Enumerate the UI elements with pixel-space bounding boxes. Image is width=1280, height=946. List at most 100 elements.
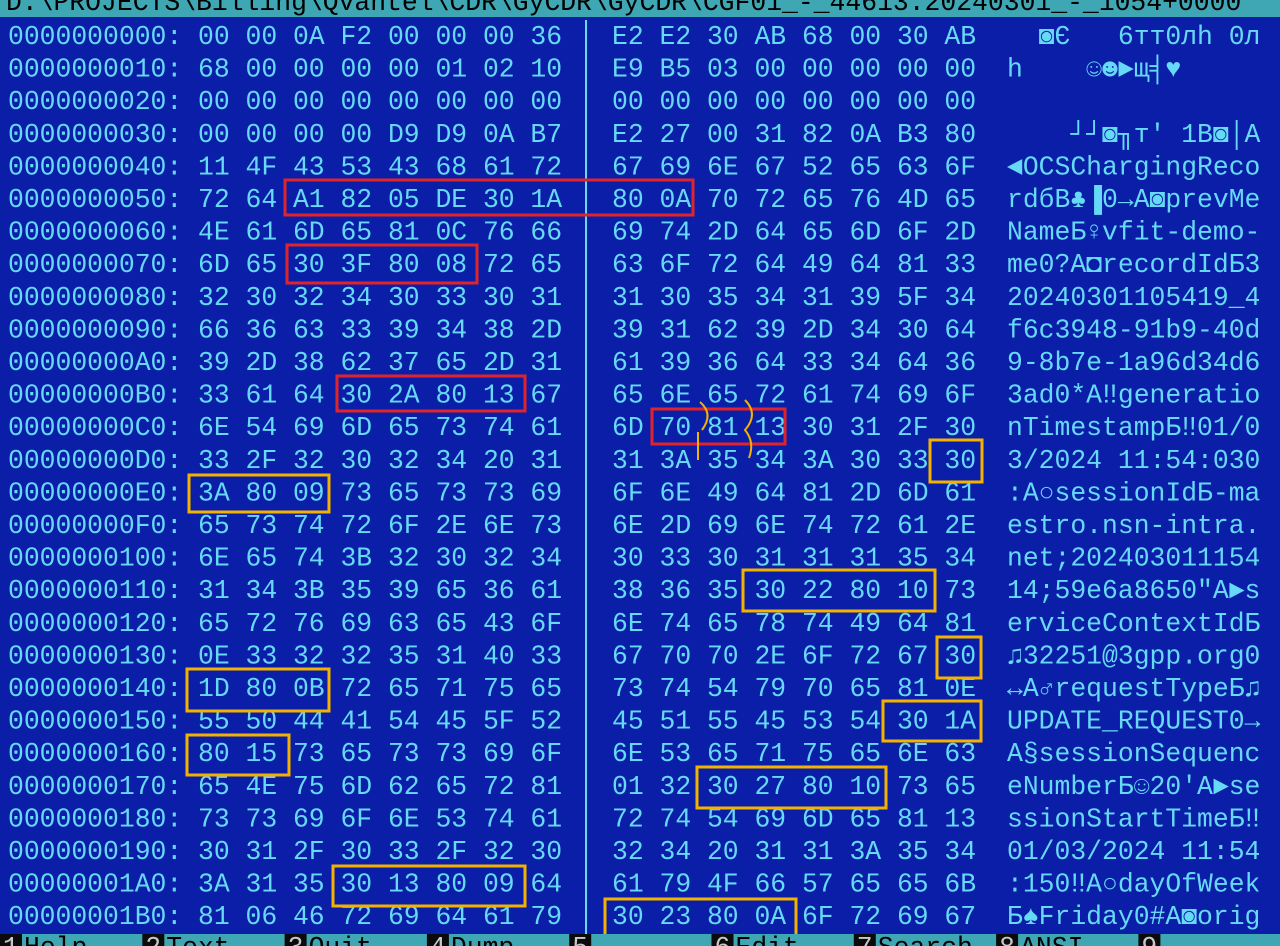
ascii-text: ◄OCSChargingReco: [1007, 152, 1260, 182]
hex-byte: 80: [245, 674, 277, 704]
key-number[interactable]: 4: [430, 933, 446, 946]
key-number[interactable]: 3: [288, 933, 304, 946]
key-number[interactable]: 7: [857, 933, 873, 946]
hex-byte: 31: [198, 576, 230, 606]
function-key[interactable]: 6 Edit: [711, 933, 799, 946]
hex-byte: 2E: [944, 511, 976, 541]
hex-byte: 30: [849, 446, 881, 476]
hex-byte: 30: [340, 381, 372, 411]
key-number[interactable]: 5: [572, 933, 588, 946]
key-label[interactable]: Search: [878, 933, 973, 946]
key-label[interactable]: Edit: [736, 933, 799, 946]
hex-byte: 68: [802, 22, 834, 52]
hex-byte: 0E: [198, 641, 230, 671]
offset: 0000000140:: [8, 674, 182, 704]
hex-byte: 32: [483, 837, 515, 867]
ascii-text: 3/2024 11:54:030: [1007, 446, 1260, 476]
hex-byte: A1: [293, 185, 325, 215]
key-label[interactable]: ANSI: [1020, 933, 1083, 946]
hex-byte: 0B: [293, 674, 325, 704]
hex-byte: 00: [754, 87, 786, 117]
hex-byte: 34: [340, 283, 372, 313]
ascii-text: UPDATE_REQUEST0→: [1007, 707, 1261, 737]
hex-byte: 69: [340, 609, 372, 639]
hex-byte: 65: [944, 772, 976, 802]
hex-byte: 27: [754, 772, 786, 802]
hex-byte: 67: [612, 152, 644, 182]
key-label[interactable]: Text: [166, 933, 229, 946]
hex-byte: 00: [483, 87, 515, 117]
hex-byte: 36: [659, 576, 691, 606]
ascii-text: :150‼А○dayOfWeek: [1007, 870, 1260, 900]
hex-byte: E2: [659, 22, 691, 52]
hex-byte: E2: [612, 22, 644, 52]
hex-byte: 2D: [944, 218, 976, 248]
hex-byte: 64: [245, 185, 277, 215]
hex-row: 0000000130: 0E 33 32 32 35 31 40 33 67 70 70 2E 6F 72 6…: [8, 641, 1260, 671]
hex-byte: 69: [659, 152, 691, 182]
hex-byte: 00: [483, 22, 515, 52]
hex-byte: 79: [530, 902, 562, 932]
ascii-text: 3ad0*А‼generatio: [1007, 381, 1260, 411]
key-number[interactable]: 2: [145, 933, 161, 946]
hex-byte: 69: [293, 804, 325, 834]
hex-byte: 39: [849, 283, 881, 313]
hex-byte: 30: [612, 544, 644, 574]
key-number[interactable]: 8: [999, 933, 1015, 946]
hex-byte: 65: [388, 413, 420, 443]
hex-byte: 6F: [340, 804, 372, 834]
ascii-text: 01/03/2024 11:54: [1007, 837, 1260, 867]
hex-byte: 74: [293, 511, 325, 541]
hex-byte: B5: [659, 55, 691, 85]
hex-byte: 30: [659, 283, 691, 313]
hex-byte: 70: [659, 641, 691, 671]
hex-byte: 23: [659, 902, 691, 932]
key-label[interactable]: Quit: [309, 933, 372, 946]
hex-byte: 6E: [659, 478, 691, 508]
function-key[interactable]: 5: [569, 933, 592, 946]
function-key[interactable]: 9: [1138, 933, 1161, 946]
hex-byte: 27: [659, 120, 691, 150]
hex-byte: 52: [802, 152, 834, 182]
key-number[interactable]: 9: [1141, 933, 1157, 946]
key-label[interactable]: Dump: [451, 933, 514, 946]
hex-byte: 69: [612, 218, 644, 248]
function-key[interactable]: 4 Dump: [426, 933, 514, 946]
hex-byte: 38: [483, 315, 515, 345]
hex-byte: 38: [612, 576, 644, 606]
hex-byte: 2E: [435, 511, 467, 541]
key-label[interactable]: Help: [24, 933, 87, 946]
offset: 0000000090:: [8, 315, 182, 345]
hex-byte: 72: [483, 250, 515, 280]
function-key[interactable]: 3 Quit: [284, 933, 372, 946]
hex-byte: 81: [388, 218, 420, 248]
offset: 0000000170:: [8, 772, 182, 802]
hex-byte: 53: [659, 739, 691, 769]
hex-byte: 70: [707, 641, 739, 671]
hex-byte: 34: [944, 544, 976, 574]
hex-byte: 72: [245, 609, 277, 639]
hex-byte: 81: [897, 804, 929, 834]
hex-byte: 6E: [612, 609, 644, 639]
function-key[interactable]: 7 Search: [853, 933, 973, 946]
hex-byte: 33: [245, 641, 277, 671]
hex-byte: 64: [293, 381, 325, 411]
offset: 0000000040:: [8, 152, 182, 182]
ascii-text: ┘┘◙╖т' 1В◙│А: [1007, 120, 1261, 150]
hex-byte: 6E: [659, 381, 691, 411]
key-number[interactable]: 6: [715, 933, 731, 946]
hex-byte: 30: [340, 837, 372, 867]
function-key[interactable]: 2 Text: [142, 933, 230, 946]
hex-row: 0000000040: 11 4F 43 53 43 68 61 72 67 69 6E 67 52 65 6…: [8, 152, 1260, 182]
offset: 0000000100:: [8, 544, 182, 574]
hex-byte: 00: [340, 87, 372, 117]
ascii-text: :А○sessionIdБ-ma: [1007, 478, 1260, 508]
hex-byte: 39: [754, 315, 786, 345]
function-key[interactable]: 8 ANSI: [996, 933, 1083, 946]
hex-byte: 81: [198, 902, 230, 932]
highlight-box: [331, 864, 527, 908]
key-number[interactable]: 1: [3, 933, 19, 946]
hex-byte: 61: [802, 381, 834, 411]
function-key[interactable]: 1 Help: [0, 933, 87, 946]
hex-byte: 30: [483, 185, 515, 215]
